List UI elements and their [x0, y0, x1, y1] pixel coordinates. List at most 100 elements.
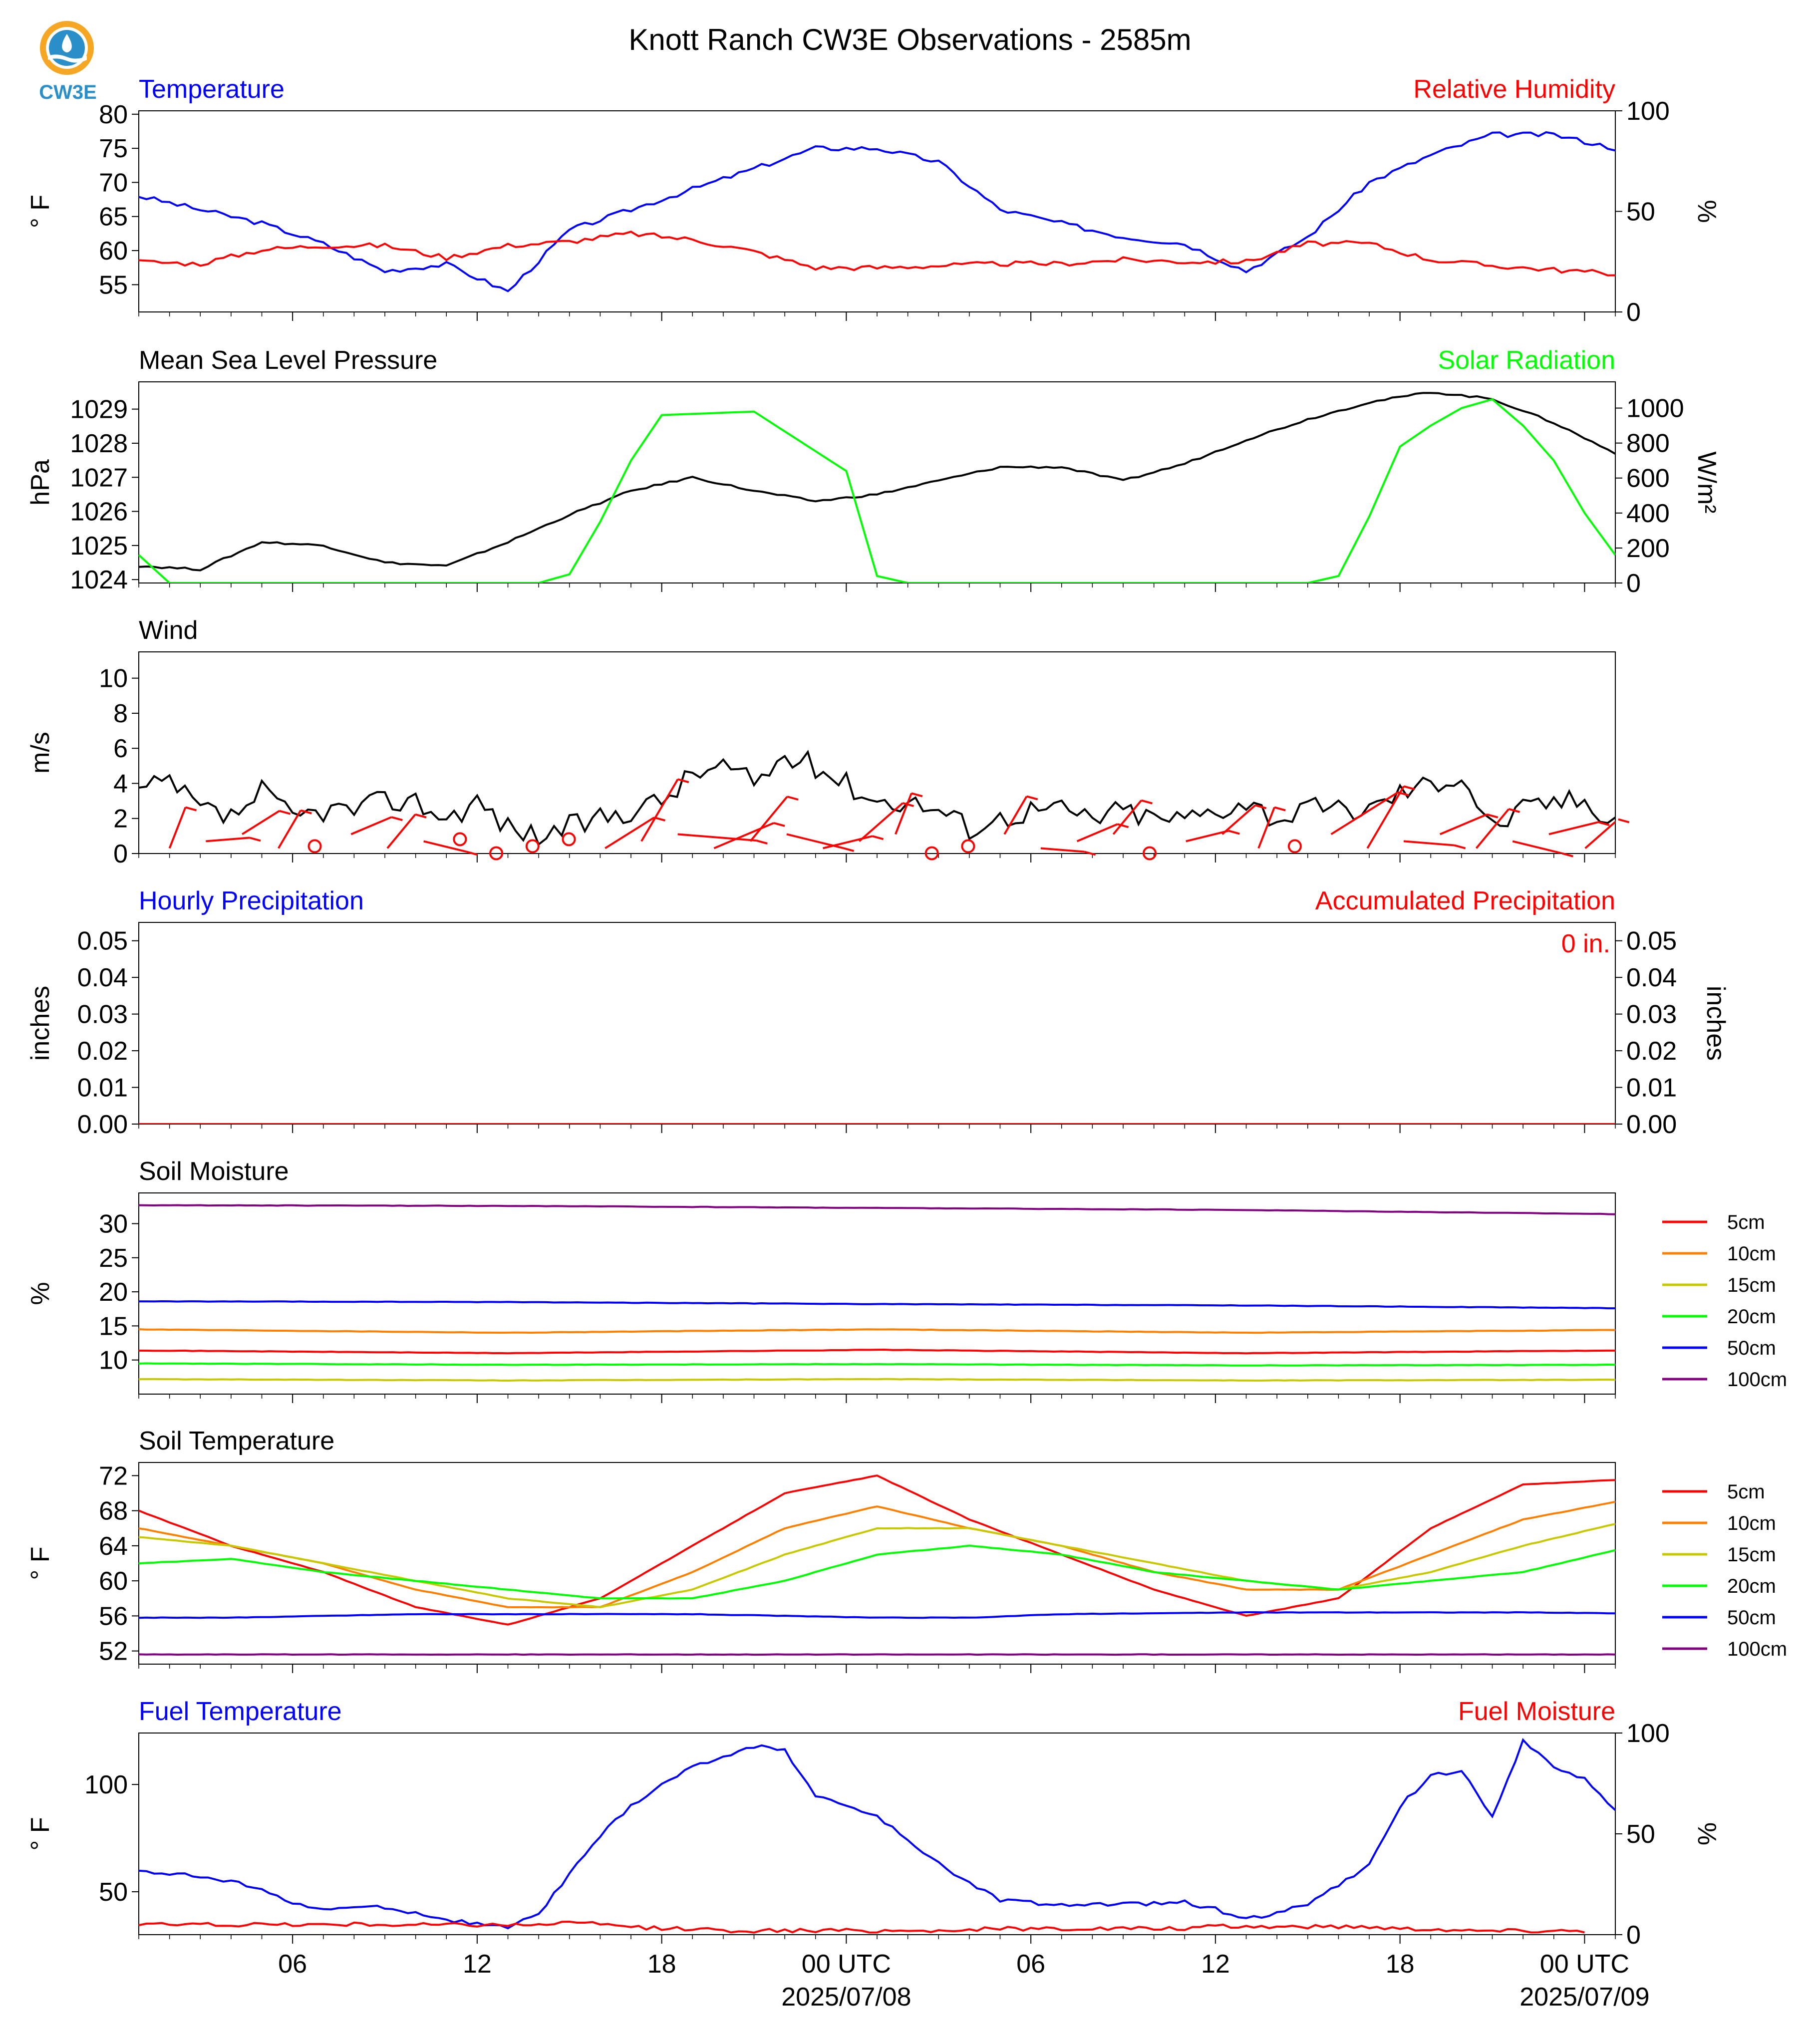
wind-barb-calm [961, 839, 975, 854]
logo-text: CW3E [39, 81, 97, 103]
wind-barb-staff [1076, 823, 1118, 843]
soil_temperature-y-tick-label-left: 56 [99, 1602, 128, 1631]
wind-barb-calm [924, 846, 939, 861]
soil_temperature-series-15cm [139, 1523, 1615, 1609]
wind-barb-staff [677, 833, 757, 842]
precipitation-y-tick-label-left: 0.05 [77, 927, 128, 956]
soil_temperature-legend-label: 100cm [1727, 1638, 1787, 1660]
fuel-ylabel-left: ° F [26, 1817, 55, 1850]
fuel-series-blue [139, 1738, 1615, 1930]
soil_moisture-title-left: Soil Moisture [139, 1157, 289, 1186]
wind-barb-staff [1330, 791, 1399, 836]
fuel-ylabel-right: % [1692, 1822, 1721, 1845]
fuel-title-right: Fuel Moisture [1458, 1697, 1615, 1726]
wind-barb-flag [1561, 852, 1573, 858]
wind-barb-flag [756, 840, 768, 845]
fuel-y-tick-label-left: 100 [84, 1770, 128, 1799]
wind-barb-flag [902, 802, 914, 807]
temperature_humidity-title-left: Temperature [139, 75, 285, 104]
wind-barb-staff [713, 822, 774, 850]
x-tick-label: 00 UTC [1540, 1950, 1629, 1979]
wind-barb-calm [489, 846, 504, 861]
wind-barb-flag [1026, 795, 1038, 801]
x-tick-label: 18 [1386, 1950, 1415, 1979]
soil_moisture-y-tick-label-left: 20 [99, 1278, 128, 1307]
wind-barb-flag [249, 837, 261, 842]
soil_moisture-y-tick-label-left: 30 [99, 1209, 128, 1238]
soil_moisture-series-10cm [139, 1328, 1615, 1334]
wind-barb-staff [858, 802, 904, 842]
wind-barb-calm [525, 839, 540, 854]
fuel-series-red [139, 1920, 1585, 1934]
precipitation-y-tick-label-left: 0.04 [77, 963, 128, 992]
pressure_solar-y-tick-label-left: 1028 [70, 429, 128, 458]
precipitation-y-tick-label-right: 0.02 [1626, 1037, 1677, 1066]
soil_moisture-series-100cm [139, 1204, 1615, 1215]
wind-y-tick-label-left: 8 [113, 699, 128, 728]
wind-barb-staff [1584, 820, 1615, 849]
wind-barb-flag [1403, 785, 1415, 791]
pressure_solar-series-black [139, 392, 1615, 572]
soil_temperature-legend-label: 15cm [1727, 1544, 1776, 1566]
pressure_solar-y-tick-label-right: 600 [1626, 464, 1670, 493]
wind-barb-staff [895, 793, 912, 835]
x-tick-label: 12 [463, 1950, 492, 1979]
soil_temperature-legend-label: 20cm [1727, 1575, 1776, 1597]
wind-barb-flag [773, 822, 785, 827]
soil_temperature-series-10cm [139, 1500, 1615, 1609]
pressure_solar-y-tick-label-right: 0 [1626, 569, 1641, 598]
pressure_solar-y-tick-label-left: 1025 [70, 532, 128, 561]
temperature_humidity-y-tick-label-left: 55 [99, 271, 128, 299]
pressure_solar-title-left: Mean Sea Level Pressure [139, 346, 437, 375]
fuel-y-tick-label-right: 100 [1626, 1719, 1670, 1748]
temperature_humidity-series-blue [139, 131, 1615, 292]
soil_temperature-y-tick-label-left: 64 [99, 1532, 128, 1561]
precipitation-y-tick-label-left: 0.01 [77, 1074, 128, 1103]
wind-barb-flag [872, 835, 884, 841]
pressure_solar-y-tick-label-left: 1027 [70, 463, 128, 492]
temperature_humidity-title-right: Relative Humidity [1413, 75, 1615, 104]
wind-barb-calm [453, 832, 467, 847]
wind-y-tick-label-left: 6 [113, 734, 128, 763]
wind-barb-flag [300, 809, 312, 815]
soil_moisture-y-tick-label-left: 25 [99, 1244, 128, 1273]
temperature_humidity-series-red [139, 231, 1615, 277]
temperature_humidity-ylabel-left: ° F [26, 195, 55, 228]
pressure_solar-ylabel-left: hPa [26, 459, 55, 506]
wind-barb-flag [1487, 813, 1499, 819]
wind-barb-staff [423, 840, 467, 853]
x-tick-label: 06 [1016, 1950, 1045, 1979]
temperature_humidity-y-tick-label-right: 50 [1626, 198, 1655, 227]
wind-barb-staff [350, 816, 392, 836]
soil_temperature-y-tick-label-left: 60 [99, 1567, 128, 1596]
soil_moisture-legend-label: 100cm [1727, 1369, 1787, 1391]
soil_moisture-y-tick-label-left: 10 [99, 1346, 128, 1375]
x-date-label: 2025/07/09 [1519, 1983, 1649, 2012]
pressure_solar-y-tick-label-right: 1000 [1626, 394, 1684, 423]
wind-barb-staff [1112, 800, 1142, 835]
precipitation-y-tick-label-left: 0.02 [77, 1037, 128, 1066]
pressure_solar-frame [138, 381, 1616, 583]
soil_moisture-series-15cm [139, 1378, 1615, 1382]
temperature_humidity-y-tick-label-right: 100 [1626, 97, 1670, 126]
temperature_humidity-y-tick-label-left: 65 [99, 203, 128, 232]
soil_temperature-title-left: Soil Temperature [139, 1427, 334, 1455]
wind-y-tick-label-left: 2 [113, 805, 128, 834]
precipitation-y-tick-label-right: 0.03 [1626, 1000, 1677, 1029]
wind-barb-flag [466, 851, 478, 856]
x-tick-label: 06 [278, 1950, 307, 1979]
wind-barb-flag [1117, 823, 1129, 829]
wind-barb-flag [1598, 821, 1610, 827]
soil_moisture-legend-label: 50cm [1727, 1337, 1776, 1359]
soil_moisture-legend-label: 5cm [1727, 1211, 1765, 1233]
soil_moisture-legend-label: 15cm [1727, 1274, 1776, 1296]
pressure_solar-y-tick-label-left: 1026 [70, 498, 128, 527]
soil_moisture-legend-label: 20cm [1727, 1306, 1776, 1328]
wind-barb-flag [1228, 830, 1240, 835]
soil_moisture-ylabel-left: % [26, 1282, 55, 1305]
wind-barb-staff [605, 817, 655, 850]
wind-barb-flag [1508, 808, 1520, 813]
wind-barb-staff [1512, 840, 1562, 854]
temperature_humidity-frame [138, 110, 1616, 312]
